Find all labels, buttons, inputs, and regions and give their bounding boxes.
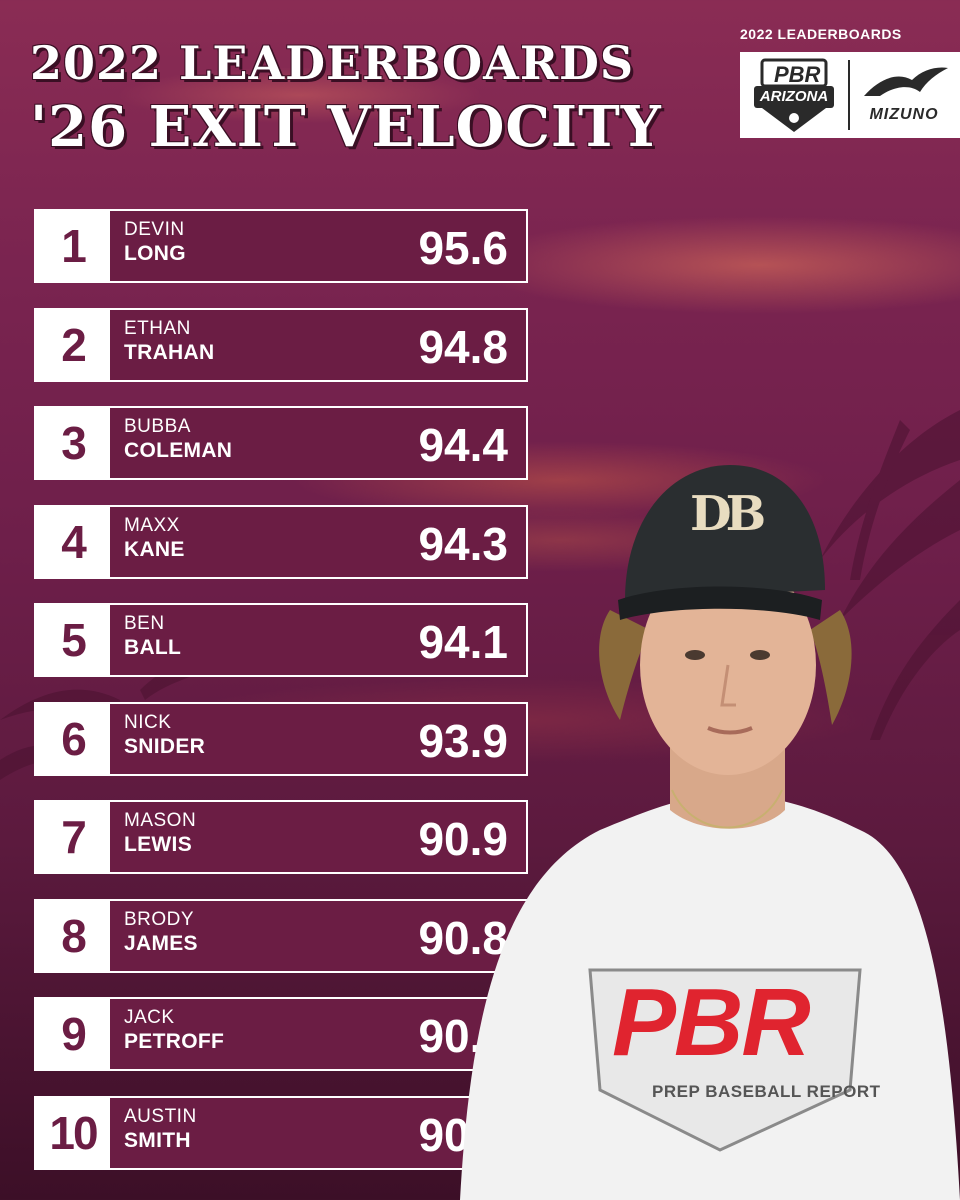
rank-number: 2 (36, 310, 110, 380)
rank-number: 8 (36, 901, 110, 971)
leaderboard-row: 1 DEVIN LONG 95.6 (34, 209, 528, 283)
leaderboard-row: 3 BUBBA COLEMAN 94.4 (34, 406, 528, 480)
shirt-text: PREP BASEBALL REPORT (652, 1082, 881, 1101)
player-name-cell: BUBBA COLEMAN 94.4 (110, 408, 526, 478)
player-first-name: MAXX (124, 515, 180, 536)
leaderboard-row: 6 NICK SNIDER 93.9 (34, 702, 528, 776)
rank-number: 6 (36, 704, 110, 774)
player-first-name: BEN (124, 613, 165, 634)
player-last-name: SNIDER (124, 735, 206, 758)
player-name-cell: BEN BALL 94.1 (110, 605, 526, 675)
cap-logo: DB (690, 486, 766, 542)
exit-velocity-value: 94.1 (418, 616, 508, 668)
leaderboard-row: 7 MASON LEWIS 90.9 (34, 800, 528, 874)
player-name-cell: MASON LEWIS 90.9 (110, 802, 526, 872)
rank-number: 3 (36, 408, 110, 478)
leaderboard-row: 5 BEN BALL 94.1 (34, 603, 528, 677)
rank-number: 7 (36, 802, 110, 872)
player-last-name: KANE (124, 538, 185, 561)
player-first-name: BRODY (124, 909, 195, 930)
shirt-logo: PBR (612, 969, 811, 1076)
player-first-name: DEVIN (124, 219, 185, 240)
rank-number: 10 (36, 1098, 110, 1168)
player-photo: DB PBR PREP BASEBALL REPORT (440, 460, 960, 1200)
player-first-name: AUSTIN (124, 1106, 197, 1127)
rank-number: 5 (36, 605, 110, 675)
title-line-1: 2022 LEADERBOARDS (30, 36, 635, 90)
player-name-cell: DEVIN LONG 95.6 (110, 211, 526, 281)
player-last-name: LEWIS (124, 833, 192, 856)
rank-number: 9 (36, 999, 110, 1069)
exit-velocity-value: 90.9 (418, 813, 508, 865)
rank-number: 1 (36, 211, 110, 281)
player-last-name: BALL (124, 636, 182, 659)
player-last-name: COLEMAN (124, 439, 233, 462)
player-last-name: LONG (124, 242, 186, 265)
logo-divider (848, 60, 850, 130)
player-last-name: TRAHAN (124, 341, 215, 364)
exit-velocity-value: 90.8 (418, 912, 508, 964)
pbr-arizona-logo: PBR ARIZONA (740, 52, 848, 138)
title-line-2: '26 EXIT VELOCITY (30, 94, 662, 160)
player-first-name: JACK (124, 1007, 175, 1028)
exit-velocity-value: 94.8 (418, 321, 508, 373)
leaderboard-row: 8 BRODY JAMES 90.8 (34, 899, 528, 973)
pbr-logo-text: PBR (774, 62, 821, 87)
player-first-name: NICK (124, 712, 172, 733)
player-last-name: SMITH (124, 1129, 191, 1152)
player-name-cell: BRODY JAMES 90.8 (110, 901, 526, 971)
player-first-name: MASON (124, 810, 197, 831)
exit-velocity-value: 94.3 (418, 518, 508, 570)
mizuno-logo: MIZUNO (850, 52, 960, 138)
exit-velocity-value: 93.9 (418, 715, 508, 767)
arizona-logo-text: ARIZONA (759, 88, 829, 105)
player-name-cell: ETHAN TRAHAN 94.8 (110, 310, 526, 380)
exit-velocity-value: 95.6 (418, 222, 508, 274)
leaderboard-row: 2 ETHAN TRAHAN 94.8 (34, 308, 528, 382)
logo-caption: 2022 LEADERBOARDS (740, 26, 902, 42)
player-first-name: BUBBA (124, 416, 191, 437)
exit-velocity-value: 94.4 (418, 419, 508, 471)
mizuno-logo-text: MIZUNO (869, 106, 939, 123)
player-last-name: PETROFF (124, 1030, 225, 1053)
sponsor-logos: PBR ARIZONA MIZUNO (740, 52, 960, 138)
player-name-cell: MAXX KANE 94.3 (110, 507, 526, 577)
player-first-name: ETHAN (124, 318, 191, 339)
leaderboard-row: 4 MAXX KANE 94.3 (34, 505, 528, 579)
player-name-cell: NICK SNIDER 93.9 (110, 704, 526, 774)
rank-number: 4 (36, 507, 110, 577)
player-last-name: JAMES (124, 932, 198, 955)
